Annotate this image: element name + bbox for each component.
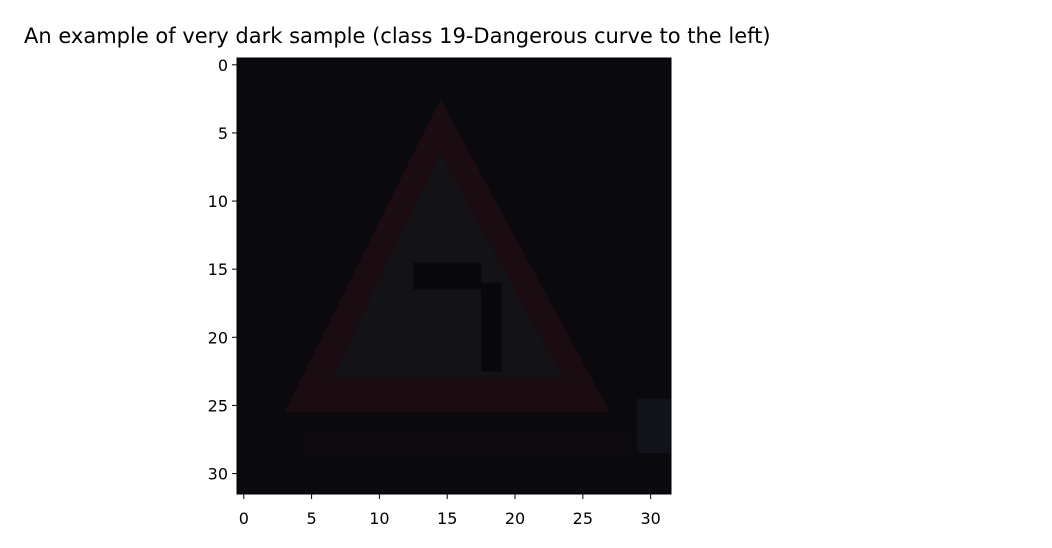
- edge-patch: [637, 398, 671, 454]
- axes-frame: [236, 57, 672, 495]
- chart-title: An example of very dark sample (class 19…: [24, 24, 771, 48]
- image-area: [237, 58, 671, 494]
- road-band: [298, 425, 638, 460]
- x-tick-label-25: 25: [573, 509, 593, 528]
- y-tick-label-5: 5: [218, 124, 228, 143]
- y-tick-label-0: 0: [218, 56, 228, 75]
- symbol-bar: [413, 262, 482, 290]
- x-tick-label-15: 15: [437, 509, 457, 528]
- x-tick-label-10: 10: [369, 509, 389, 528]
- y-tick-label-25: 25: [208, 396, 228, 415]
- y-tick-label-20: 20: [208, 328, 228, 347]
- symbol-stem: [481, 282, 502, 372]
- axes: 0 5 10 15 20 25 30 0 5 10 15 20 25 30: [208, 56, 672, 528]
- x-tick-label-20: 20: [505, 509, 525, 528]
- y-tick-label-30: 30: [208, 465, 228, 484]
- x-tick-label-0: 0: [239, 509, 249, 528]
- x-tick-label-5: 5: [307, 509, 317, 528]
- y-tick-label-10: 10: [208, 192, 228, 211]
- y-tick-label-15: 15: [208, 260, 228, 279]
- x-tick-label-30: 30: [640, 509, 660, 528]
